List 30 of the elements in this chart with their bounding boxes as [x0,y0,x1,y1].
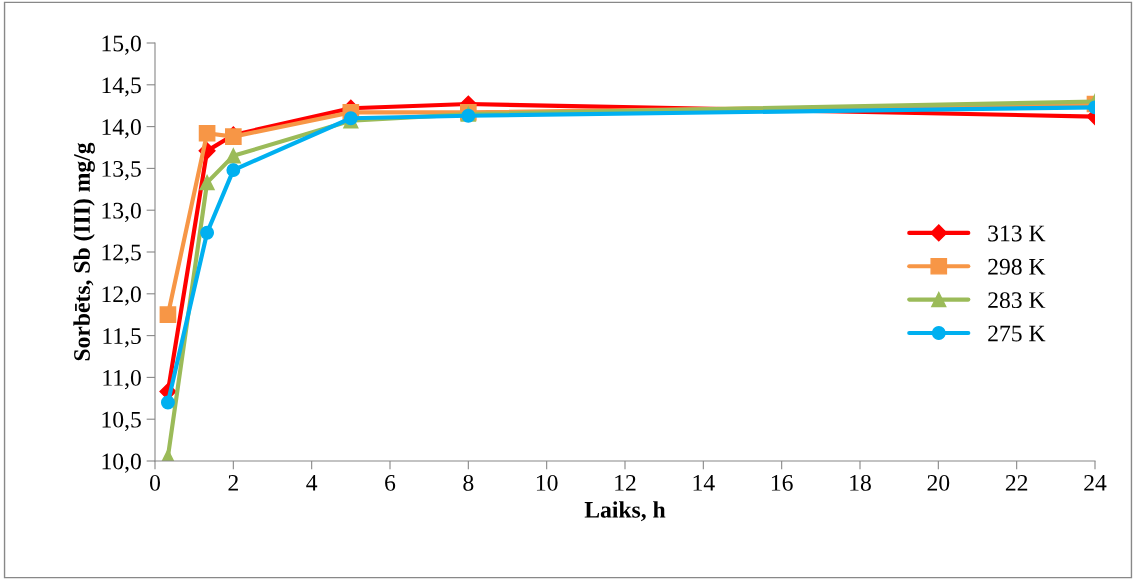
x-tick-label: 16 [771,474,793,491]
x-tick-label: 24 [1084,474,1107,491]
y-tick-label: 12,0 [102,286,141,306]
x-tick-label: 12 [615,474,636,491]
x-tick-label: 0 [150,474,160,491]
y-tick-label: 13,5 [102,160,141,181]
legend-label: 313 K [988,225,1046,242]
y-tick-label: 12,5 [102,244,141,264]
x-axis-title: Laiks, h [584,501,666,522]
x-tick-label: 18 [850,474,871,491]
x-tick-label: 10 [536,474,558,491]
y-tick-label: 10,0 [102,453,141,473]
y-tick-label: 10,5 [102,411,141,432]
legend-label: 275 K [988,325,1046,342]
x-tick-label: 14 [693,474,715,491]
y-tick-label: 14,5 [102,77,141,97]
y-tick-label: 13,0 [102,202,141,223]
x-tick-label: 2 [228,474,238,491]
legend-label: 298 K [988,258,1046,275]
x-tick-label: 22 [1005,474,1028,491]
y-tick-label: 14,0 [102,119,141,139]
x-tick-label: 6 [385,474,396,491]
x-tick-label: 20 [927,474,950,491]
y-axis-title: Sorbēts, Sb (III) mg/g [73,142,95,361]
y-tick-label: 15,0 [102,35,141,55]
x-tick-label: 4 [306,475,318,491]
legend-label: 283 K [988,292,1046,309]
y-tick-label: 11,5 [103,328,141,348]
x-tick-label: 8 [463,474,474,491]
y-tick-label: 11,0 [103,369,141,390]
